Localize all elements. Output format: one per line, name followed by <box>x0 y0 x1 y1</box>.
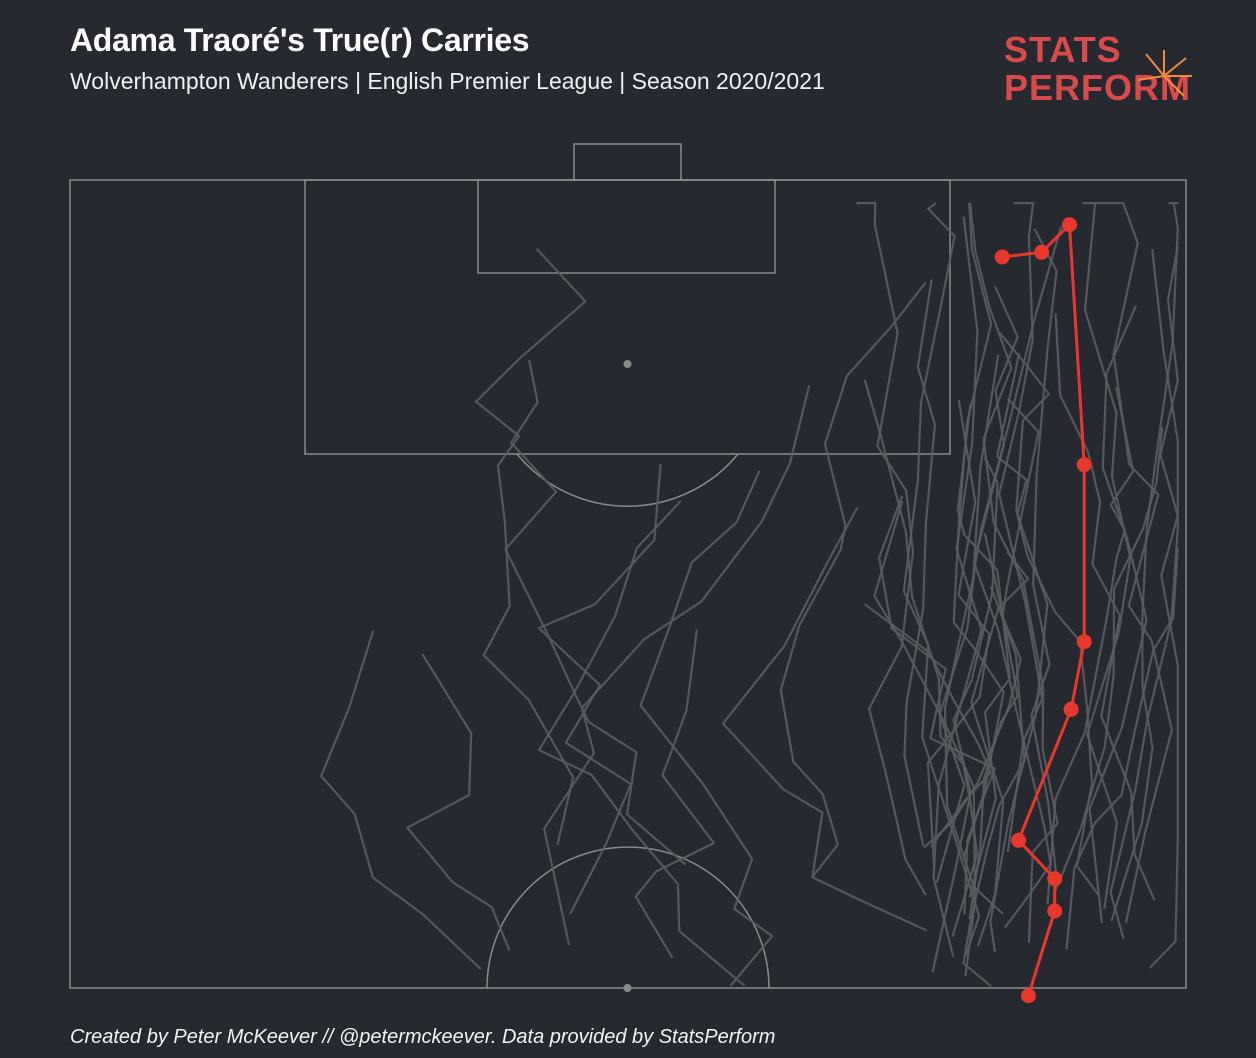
chart-subtitle: Wolverhampton Wanderers | English Premie… <box>70 68 825 94</box>
carry-point <box>1062 217 1077 233</box>
carry-path <box>1091 202 1173 923</box>
carry-path <box>537 500 746 987</box>
carry-path <box>779 281 927 878</box>
carry-path <box>864 603 992 848</box>
chart-title: Adama Traoré's True(r) Carries <box>70 22 530 58</box>
carry-path <box>1046 386 1135 905</box>
logo-burst-icon <box>1137 50 1192 97</box>
carry-path <box>903 279 936 847</box>
carry-path <box>878 495 996 915</box>
carry-path <box>931 456 999 973</box>
carry-path <box>996 352 1100 896</box>
carry-path <box>970 551 1030 947</box>
carry-path <box>1109 249 1179 940</box>
pitch-outline <box>69 179 1187 989</box>
carry-point <box>1047 903 1063 919</box>
carry-path <box>952 203 1005 859</box>
carry-path <box>932 216 983 958</box>
highlighted-carry-line <box>1002 223 1086 997</box>
carry-point <box>1076 457 1092 473</box>
carry-path <box>543 385 811 946</box>
carry-path <box>504 359 687 866</box>
penalty-box <box>304 179 951 455</box>
carry-path <box>634 629 715 959</box>
carry-path <box>721 506 927 932</box>
pitch-markings <box>69 143 1187 992</box>
logo-line-1: STATS <box>1004 29 1122 70</box>
goal <box>573 143 682 181</box>
carry-path <box>537 464 662 915</box>
carry-path <box>1110 202 1179 922</box>
carry-path <box>1148 245 1179 969</box>
centre-spot <box>623 984 632 992</box>
carry-path <box>474 248 587 846</box>
carry-point <box>1063 701 1079 717</box>
carry-path <box>989 331 1051 952</box>
highlighted-carry <box>994 217 1092 1004</box>
carry-path <box>1030 228 1058 873</box>
stats-perform-logo: STATS PERFORM <box>1004 32 1226 112</box>
carry-path <box>943 354 1004 915</box>
other-carries <box>320 202 1179 988</box>
carry-path <box>639 470 774 987</box>
carry-path <box>998 202 1044 853</box>
carry-path <box>856 202 927 896</box>
footer-credit: Created by Peter McKeever // @petermckee… <box>70 1026 776 1048</box>
carry-point <box>1011 832 1027 848</box>
penalty-spot <box>623 360 632 368</box>
carry-path <box>973 225 1063 929</box>
six-yard-box <box>477 179 776 274</box>
carry-path <box>1054 313 1156 901</box>
carry-path <box>1053 427 1164 894</box>
carry-point <box>1047 871 1063 887</box>
carry-path <box>406 653 511 951</box>
carry-point <box>1020 988 1036 1004</box>
carry-point <box>1076 634 1092 650</box>
centre-circle <box>486 846 770 989</box>
carry-path <box>320 630 482 970</box>
logo-line-2: PERFORM <box>1004 67 1191 108</box>
carry-path <box>1082 202 1132 909</box>
carry-point <box>1034 244 1050 260</box>
carry-point <box>994 249 1010 265</box>
carry-path <box>902 202 981 956</box>
